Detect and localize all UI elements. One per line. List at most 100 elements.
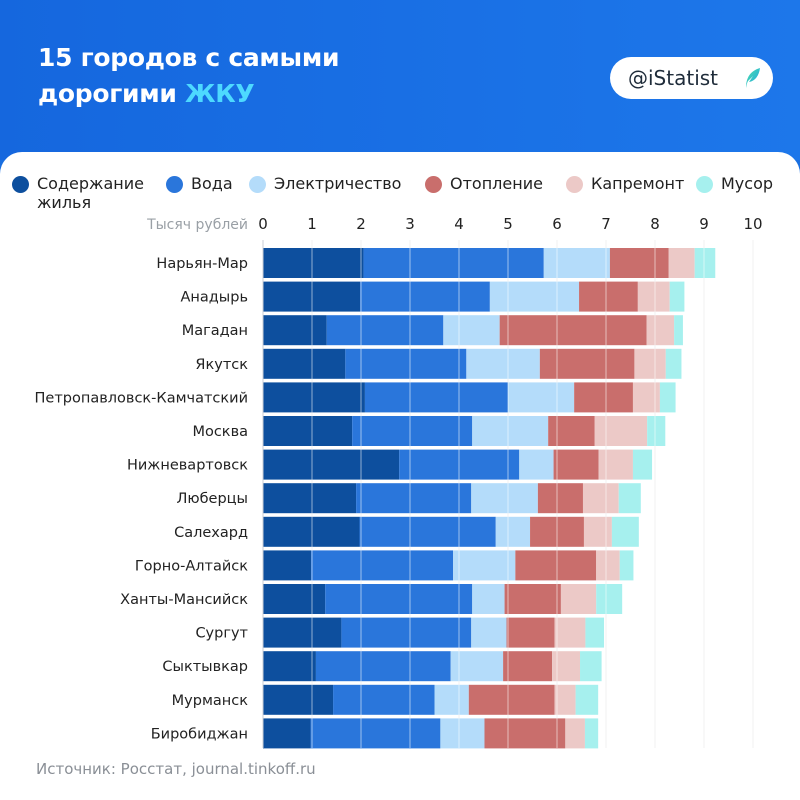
bar-segment xyxy=(443,315,500,346)
bar-segment xyxy=(315,651,451,682)
x-tick-label: 8 xyxy=(650,215,660,233)
legend-label: Мусор xyxy=(721,174,774,193)
bar-segment xyxy=(659,382,676,413)
x-tick-label: 7 xyxy=(601,215,611,233)
legend-item: Мусор xyxy=(696,174,773,193)
bar-segment xyxy=(609,248,669,278)
legend-swatch xyxy=(166,176,183,193)
bar-segment xyxy=(356,483,472,514)
bar-segment xyxy=(263,684,334,715)
bar-segment xyxy=(263,718,311,749)
bar-segment xyxy=(552,651,581,682)
bar-segment xyxy=(263,315,327,346)
bar-segment xyxy=(503,651,553,682)
bar-segment xyxy=(440,718,485,749)
category-label: Нарьян-Мар xyxy=(156,256,248,272)
bar-segment xyxy=(646,315,675,346)
x-tick-label: 5 xyxy=(503,215,513,233)
bar-segment xyxy=(611,516,639,547)
x-tick-label: 9 xyxy=(699,215,709,233)
legend-swatch xyxy=(249,176,266,193)
bar-segment xyxy=(263,516,360,547)
bar-segment xyxy=(484,718,566,749)
legend-swatch xyxy=(696,176,713,193)
bar-segment xyxy=(632,382,660,413)
bar-segment xyxy=(263,416,353,446)
legend-item: Капремонт xyxy=(566,174,684,193)
bar-segment xyxy=(359,516,496,547)
brand-badge: @iStatist xyxy=(610,57,773,99)
bar-segment xyxy=(263,483,357,514)
bar-segment xyxy=(471,617,507,648)
bar-segment xyxy=(263,348,346,379)
title-accent: ЖКУ xyxy=(184,79,255,108)
bar-segment xyxy=(669,281,685,312)
bar-segment xyxy=(548,416,595,446)
bar-segment xyxy=(543,248,610,278)
category-label: Анадырь xyxy=(180,290,248,306)
x-tick-label: 3 xyxy=(405,215,415,233)
header-banner: 15 городов с самыми дорогими ЖКУ @iStati… xyxy=(0,0,800,160)
legend-item: Вода xyxy=(166,174,233,193)
title-line-1: 15 городов с самыми xyxy=(38,43,340,72)
brand-name: @iStatist xyxy=(628,66,719,90)
bar-segment xyxy=(584,718,599,749)
x-tick-label: 4 xyxy=(454,215,464,233)
bar-segment xyxy=(472,584,505,614)
bar-segment xyxy=(468,684,555,715)
legend-label: Отопление xyxy=(450,174,543,193)
bar-segment xyxy=(364,382,508,413)
bar-segment xyxy=(594,416,648,446)
category-label: Петропавловск-Камчатский xyxy=(35,390,249,406)
bar-segment xyxy=(466,348,540,379)
title-line-2-prefix: дорогими xyxy=(38,79,185,108)
bar-segment xyxy=(499,315,647,346)
bar-segment xyxy=(434,684,469,715)
bar-segment xyxy=(519,449,554,480)
axis-unit-label: Тысяч рублей xyxy=(146,217,248,233)
bar-segment xyxy=(489,281,580,312)
category-label: Биробиджан xyxy=(151,726,248,742)
bar-segment xyxy=(665,348,682,379)
bar-segment xyxy=(596,584,623,614)
bar-segment xyxy=(554,617,586,648)
category-label: Салехард xyxy=(174,525,248,541)
category-label: Якутск xyxy=(195,357,248,373)
bar-segment xyxy=(263,449,400,480)
legend-item: Электричество xyxy=(249,174,401,193)
bar-segment xyxy=(263,248,364,278)
legend-label: Содержание жилья xyxy=(37,174,144,212)
bar-segment xyxy=(263,550,312,581)
bar-segment xyxy=(574,382,633,413)
bar-segment xyxy=(560,584,597,614)
x-tick-label: 6 xyxy=(552,215,562,233)
bar-segment xyxy=(263,617,342,648)
category-label: Сургут xyxy=(195,626,248,642)
bar-segment xyxy=(508,382,575,413)
bar-segment xyxy=(674,315,683,346)
bar-segment xyxy=(585,617,605,648)
bar-segment xyxy=(263,651,316,682)
bar-segment xyxy=(311,550,454,581)
bar-segment xyxy=(453,550,516,581)
bar-segment xyxy=(325,584,473,614)
bar-segment xyxy=(554,684,576,715)
legend-swatch xyxy=(12,176,29,193)
bar-segment xyxy=(471,483,538,514)
bar-segment xyxy=(341,617,472,648)
bar-segment xyxy=(333,684,435,715)
bar-segment xyxy=(618,483,641,514)
x-tick-label: 0 xyxy=(258,215,268,233)
bar-segment xyxy=(504,584,561,614)
category-label: Сыктывкар xyxy=(162,659,248,675)
bar-segment xyxy=(668,248,695,278)
legend-label: Капремонт xyxy=(591,174,685,193)
legend-item: Содержание жилья xyxy=(12,174,162,212)
bar-segment xyxy=(583,516,612,547)
bar-segment xyxy=(598,449,633,480)
legend-label: Электричество xyxy=(274,174,402,193)
bar-segment xyxy=(575,684,599,715)
legend-label: Вода xyxy=(191,174,233,193)
